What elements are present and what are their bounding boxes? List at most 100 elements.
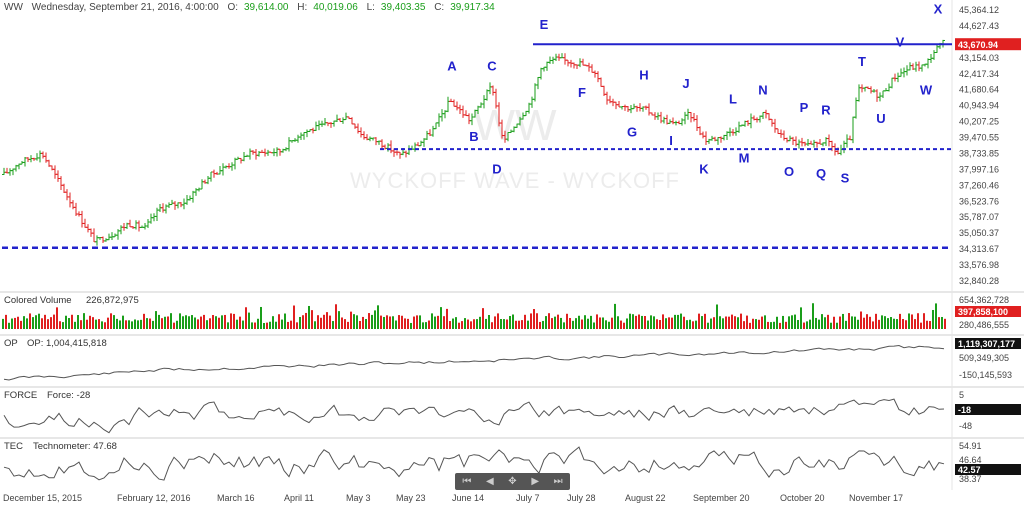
- volume-tick-high: 654,362,728: [959, 295, 1009, 305]
- volume-bar: [917, 313, 919, 329]
- price-bars: [2, 39, 945, 246]
- wave-point-h: H: [639, 67, 648, 82]
- volume-bar: [74, 321, 76, 329]
- chart-header: WW Wednesday, September 21, 2016, 4:00:0…: [4, 2, 501, 13]
- volume-bar: [416, 315, 418, 329]
- volume-bar: [707, 322, 709, 329]
- volume-bar: [440, 307, 442, 329]
- last-price-tag: [955, 38, 1021, 51]
- volume-bar: [602, 317, 604, 329]
- volume-bar: [353, 314, 355, 329]
- volume-bar: [650, 315, 652, 329]
- volume-bar: [206, 320, 208, 329]
- force-tick-high: 5: [959, 390, 964, 400]
- volume-bar: [200, 316, 202, 329]
- high-value: 40,019.06: [313, 2, 358, 13]
- volume-bar: [911, 314, 913, 329]
- tec-tag: [955, 464, 1021, 475]
- tec-tick-low: 38.37: [959, 474, 982, 484]
- volume-bar: [665, 318, 667, 329]
- volume-bar: [68, 318, 70, 329]
- wave-point-d: D: [492, 162, 501, 177]
- volume-bar: [599, 317, 601, 329]
- volume-bar: [569, 317, 571, 329]
- volume-bar: [128, 320, 130, 329]
- volume-bar: [716, 304, 718, 329]
- volume-bar: [929, 321, 931, 329]
- chart-navigator[interactable]: ⏮ ◀ ✥ ▶ ⏭: [455, 473, 570, 490]
- volume-bar: [653, 316, 655, 329]
- volume-bar: [317, 315, 319, 329]
- volume-bar: [266, 322, 268, 329]
- volume-bar: [398, 315, 400, 329]
- volume-bar: [743, 321, 745, 329]
- price-tick-label: 39,470.55: [959, 133, 999, 143]
- volume-bar: [95, 319, 97, 329]
- x-axis-label: August 22: [625, 493, 666, 503]
- volume-bar: [836, 322, 838, 329]
- volume-bar: [749, 322, 751, 329]
- volume-bar: [587, 318, 589, 329]
- volume-bar: [626, 318, 628, 329]
- pan-icon[interactable]: ✥: [508, 476, 517, 487]
- volume-bar: [329, 315, 331, 329]
- volume-bar: [851, 316, 853, 329]
- volume-bar: [377, 305, 379, 329]
- volume-bar: [365, 319, 367, 329]
- volume-bar: [608, 321, 610, 329]
- volume-bar: [428, 320, 430, 329]
- volume-bar: [671, 317, 673, 329]
- volume-bar: [401, 315, 403, 329]
- volume-bar: [2, 318, 4, 329]
- volume-bar: [224, 314, 226, 329]
- volume-bar: [806, 321, 808, 329]
- volume-bar: [473, 319, 475, 329]
- volume-bar: [101, 321, 103, 329]
- volume-bar: [239, 316, 241, 329]
- volume-bar: [299, 316, 301, 329]
- volume-bar: [605, 320, 607, 329]
- x-axis-label: July 28: [567, 493, 596, 503]
- volume-bar: [335, 304, 337, 329]
- volume-tick-current: 397,858,100: [958, 307, 1008, 317]
- volume-bar: [803, 322, 805, 329]
- volume-bar: [764, 315, 766, 329]
- volume-bar: [164, 316, 166, 329]
- volume-bar: [746, 315, 748, 329]
- price-tick-label: 36,523.76: [959, 196, 999, 206]
- volume-bar: [497, 313, 499, 329]
- prev-icon[interactable]: ◀: [485, 476, 494, 487]
- volume-bar: [395, 320, 397, 329]
- volume-bar: [380, 315, 382, 329]
- volume-bar: [704, 313, 706, 329]
- volume-bar: [581, 319, 583, 329]
- first-icon[interactable]: ⏮: [462, 476, 472, 487]
- volume-bars: [2, 303, 946, 329]
- last-icon[interactable]: ⏭: [553, 476, 563, 487]
- wave-point-m: M: [739, 151, 750, 166]
- wave-point-u: U: [876, 111, 885, 126]
- volume-bar: [92, 317, 94, 329]
- price-tick-label: 35,787.07: [959, 212, 999, 222]
- volume-bar: [662, 314, 664, 329]
- volume-bar: [590, 315, 592, 329]
- volume-bar: [446, 308, 448, 329]
- volume-bar: [227, 322, 229, 329]
- volume-bar: [461, 321, 463, 329]
- volume-bar: [383, 316, 385, 329]
- volume-bar: [221, 315, 223, 329]
- volume-bar: [821, 314, 823, 329]
- op-tick-current: 1,119,307,177: [958, 339, 1015, 349]
- volume-bar: [728, 316, 730, 329]
- volume-bar: [941, 316, 943, 329]
- force-pane-title: FORCE: [4, 390, 37, 401]
- volume-pane-title: Colored Volume: [4, 295, 72, 306]
- volume-bar: [260, 306, 262, 329]
- volume-bar: [767, 321, 769, 329]
- price-tick-label: 33,576.98: [959, 260, 999, 270]
- volume-bar: [197, 319, 199, 329]
- volume-bar: [356, 315, 358, 329]
- next-icon[interactable]: ▶: [531, 476, 540, 487]
- volume-bar: [740, 313, 742, 329]
